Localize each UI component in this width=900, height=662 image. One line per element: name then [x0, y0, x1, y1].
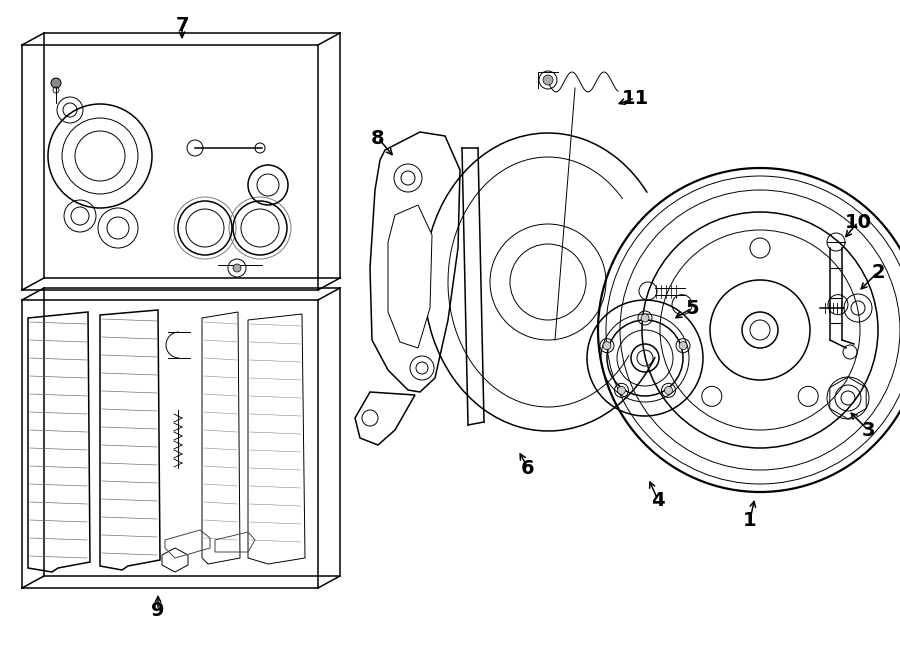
Circle shape: [641, 314, 649, 322]
Text: 1: 1: [743, 510, 757, 530]
Circle shape: [416, 362, 428, 374]
Circle shape: [233, 264, 241, 272]
Text: 8: 8: [371, 128, 385, 148]
Text: 7: 7: [176, 15, 189, 34]
Polygon shape: [388, 205, 432, 348]
Text: 9: 9: [151, 600, 165, 620]
Circle shape: [51, 78, 61, 88]
Circle shape: [603, 342, 611, 350]
Text: 4: 4: [652, 491, 665, 510]
Circle shape: [679, 342, 687, 350]
Text: 2: 2: [871, 263, 885, 281]
Circle shape: [543, 75, 553, 85]
Circle shape: [401, 171, 415, 185]
Text: 3: 3: [861, 420, 875, 440]
Text: 5: 5: [685, 299, 698, 318]
Circle shape: [664, 387, 672, 395]
Text: 10: 10: [844, 213, 871, 232]
Circle shape: [617, 387, 626, 395]
Text: 6: 6: [521, 459, 535, 477]
Text: 11: 11: [621, 89, 649, 107]
